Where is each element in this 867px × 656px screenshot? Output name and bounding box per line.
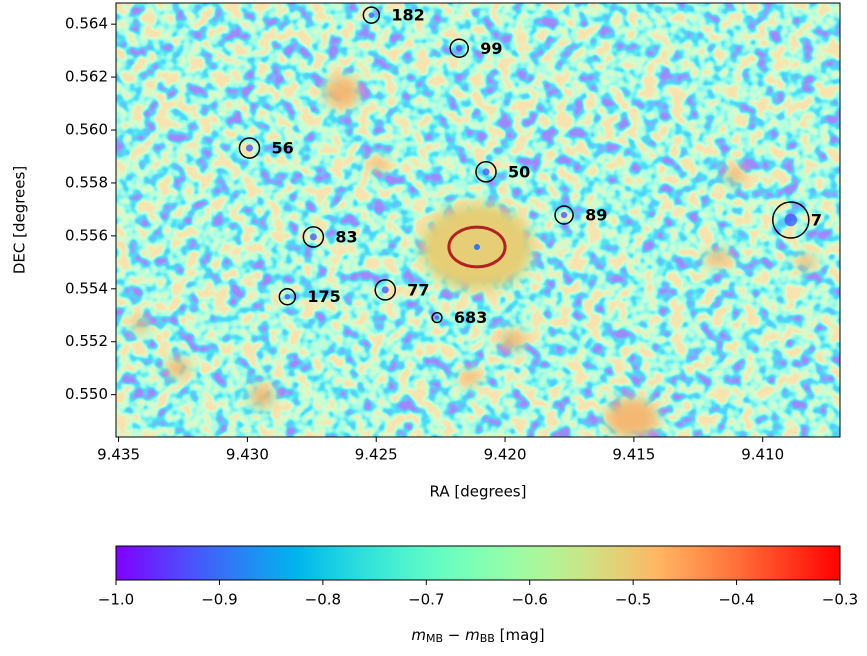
source-label: 77 (407, 280, 429, 299)
source-dot (381, 286, 389, 294)
source-label: 83 (335, 227, 357, 246)
colorbar-tick-label: −0.3 (822, 591, 858, 609)
y-tick-label: 0.552 (65, 332, 108, 350)
source-aperture (772, 201, 810, 239)
source-aperture (362, 6, 381, 24)
source-aperture (278, 288, 297, 306)
blobs (132, 76, 816, 437)
colorbar-tick-label: −0.9 (201, 591, 237, 609)
x-tick-label: 9.410 (741, 446, 784, 464)
colorbar (115, 545, 841, 581)
cb-var: m (465, 626, 480, 644)
source-dot (435, 315, 440, 320)
source-dot (309, 233, 317, 241)
source-aperture (431, 312, 443, 324)
y-tick-label: 0.550 (65, 385, 108, 403)
source-label: 175 (307, 287, 340, 306)
y-tick-label: 0.562 (65, 68, 108, 86)
colorbar-tick-label: −0.6 (511, 591, 547, 609)
source-label: 683 (454, 308, 487, 327)
source-aperture (475, 161, 497, 183)
x-tick-label: 9.420 (484, 446, 527, 464)
colorbar-tick-label: −1.0 (98, 591, 134, 609)
source-dot (245, 144, 253, 152)
source-aperture (449, 38, 469, 59)
colorbar-label: mMB − mBB [mag] (411, 626, 544, 646)
source-aperture (238, 137, 261, 159)
x-axis-label: RA [degrees] (430, 483, 527, 501)
cb-sub: MB (426, 632, 443, 645)
source-dot (368, 12, 375, 18)
source-dot (784, 213, 798, 227)
y-tick-label: 0.556 (65, 226, 108, 244)
colorbar-tick-label: −0.5 (615, 591, 651, 609)
cb-sub: BB (480, 632, 495, 645)
x-tick-label: 9.415 (612, 446, 655, 464)
source-label: 7 (811, 211, 822, 230)
source-dot (560, 211, 568, 219)
colorbar-tick-label: −0.7 (408, 591, 444, 609)
y-tick-label: 0.564 (65, 15, 108, 33)
cb-op: − (443, 626, 465, 644)
source-label: 99 (480, 39, 502, 58)
target-dot (473, 243, 480, 250)
source-aperture (374, 279, 397, 301)
source-dot (456, 45, 463, 52)
y-tick-label: 0.554 (65, 279, 108, 297)
plot-frame (115, 2, 841, 438)
source-aperture (554, 205, 574, 225)
source-label: 89 (585, 205, 607, 224)
cb-unit: [mag] (495, 626, 545, 644)
cb-var: m (411, 626, 426, 644)
y-tick-label: 0.558 (65, 173, 108, 191)
source-label: 56 (272, 139, 294, 158)
source-dot (284, 293, 291, 300)
x-tick-label: 9.435 (97, 446, 140, 464)
x-tick-label: 9.430 (226, 446, 269, 464)
colorbar-tick-label: −0.8 (305, 591, 341, 609)
y-axis-label: DEC [degrees] (11, 166, 29, 274)
y-tick-label: 0.560 (65, 121, 108, 139)
target-aperture (447, 225, 507, 269)
source-aperture (302, 226, 325, 248)
source-label: 50 (508, 162, 530, 181)
x-tick-label: 9.425 (355, 446, 398, 464)
image (116, 3, 840, 437)
colorbar-tick-label: −0.4 (718, 591, 754, 609)
source-label: 182 (391, 6, 424, 25)
source-dot (482, 168, 490, 176)
